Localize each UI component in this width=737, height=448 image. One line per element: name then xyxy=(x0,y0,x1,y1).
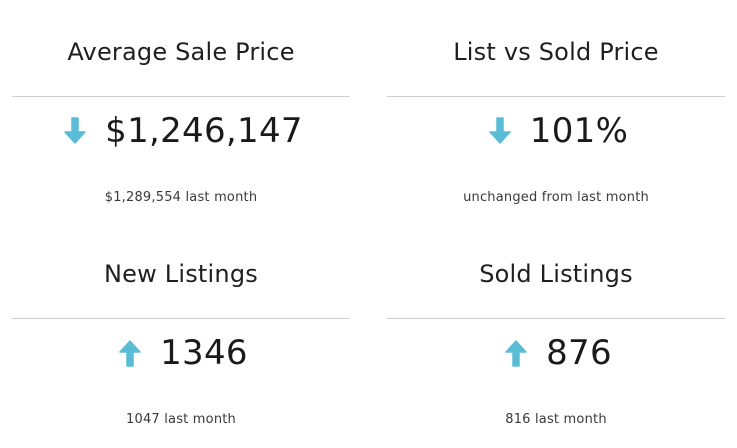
stat-title: New Listings xyxy=(104,260,258,288)
stat-value-row: 101% xyxy=(387,108,725,154)
down-arrow-icon xyxy=(484,115,516,147)
stat-title: Sold Listings xyxy=(479,260,633,288)
up-arrow-icon xyxy=(500,337,532,369)
divider xyxy=(12,318,350,319)
divider xyxy=(387,318,725,319)
stat-comparison: 816 last month xyxy=(505,412,607,427)
stat-comparison: unchanged from last month xyxy=(463,190,649,205)
stat-value-row: $1,246,147 xyxy=(12,108,350,154)
divider xyxy=(12,96,350,97)
stat-value: 1346 xyxy=(160,333,248,373)
down-arrow-icon xyxy=(59,115,91,147)
stat-value: 101% xyxy=(529,111,629,151)
stat-value: $1,246,147 xyxy=(105,111,303,151)
stat-value: 876 xyxy=(546,333,612,373)
up-arrow-icon xyxy=(114,337,146,369)
stat-value-row: 876 xyxy=(387,330,725,376)
stat-comparison: $1,289,554 last month xyxy=(104,190,258,205)
stat-value-row: 1346 xyxy=(12,330,350,376)
stat-comparison: 1047 last month xyxy=(126,412,236,427)
stat-title: List vs Sold Price xyxy=(453,38,659,66)
divider xyxy=(387,96,725,97)
stat-title: Average Sale Price xyxy=(67,38,295,66)
